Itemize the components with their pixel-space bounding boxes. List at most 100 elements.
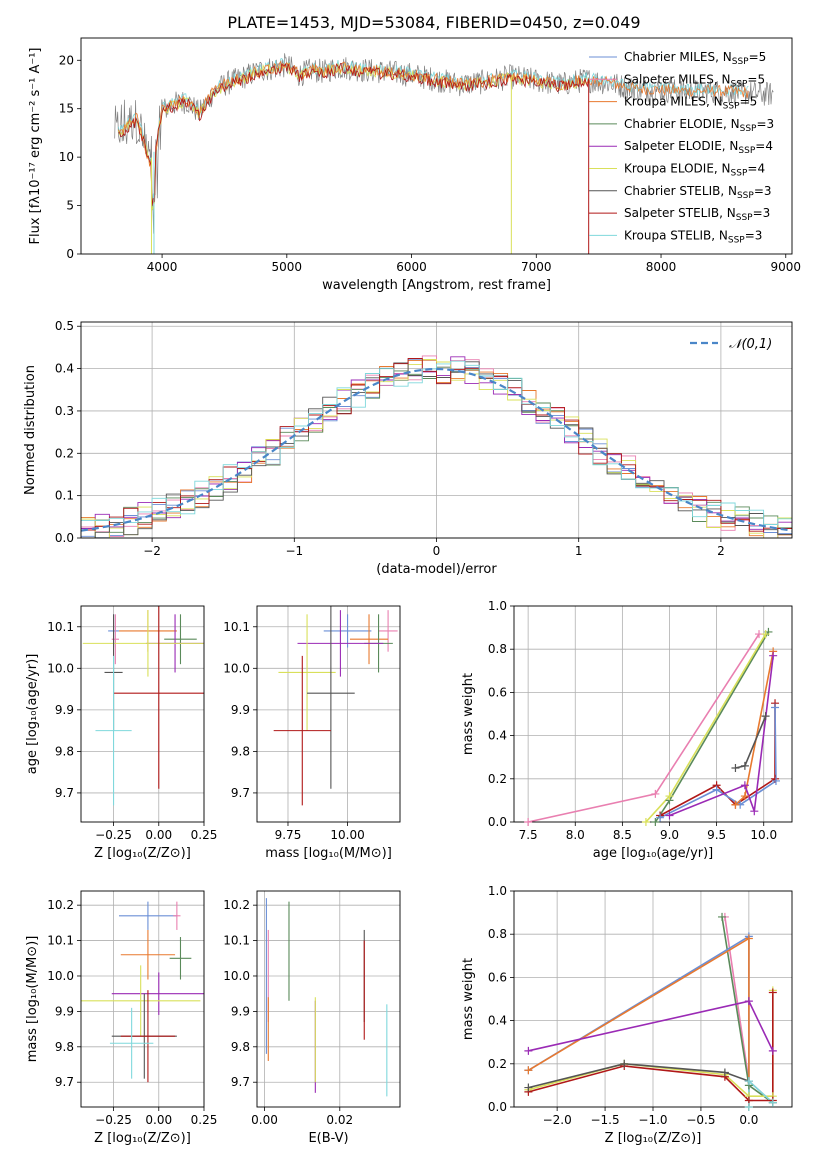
tick-label-y: 9.8	[231, 744, 250, 758]
tick-label-x: 8.0	[566, 828, 585, 842]
axes-spectrum: 4000 5000 6000 7000 8000 9000 0 5 10 15 20 waveleng…	[28, 37, 801, 293]
tick-label-y: 9.8	[231, 1040, 250, 1054]
axes-mass-vs-Z: −0.25 0.00 0.25 9.7 9.8 9.9 10.0 10.1 10.2 Z [log…	[25, 890, 218, 1146]
tick-label-y: 1.0	[488, 599, 507, 613]
tick-label-x: 5000	[272, 260, 303, 274]
gaussian-curve	[81, 367, 792, 532]
series-marker	[771, 703, 780, 712]
tick-label-y: 0.6	[488, 970, 507, 984]
spectrum-model-line	[118, 62, 590, 206]
plot-area	[265, 898, 388, 1097]
series-marker	[761, 712, 770, 721]
series-marker	[771, 774, 780, 783]
tick-label-y: 0.4	[488, 729, 507, 743]
tick-label-x: −2	[143, 544, 161, 558]
tick-label-x: 6000	[396, 260, 427, 274]
series-marker	[768, 1046, 777, 1055]
tick-label-y: 10.0	[223, 969, 250, 983]
series-marker	[524, 818, 533, 826]
tick-label-y: 0.0	[488, 1100, 507, 1114]
axis-label-x: age [log₁₀(age/yr)]	[593, 846, 714, 861]
axes-frame	[80, 890, 205, 1108]
tick-label-y: 10.1	[47, 620, 74, 634]
histogram-step	[81, 360, 792, 525]
series-marker	[524, 1046, 533, 1055]
tick-label-y: 10.2	[223, 898, 250, 912]
tick-label-x: 9.75	[275, 828, 302, 842]
tick-label-y: 0.8	[488, 642, 507, 656]
tick-label-y: 5	[66, 199, 74, 213]
spectrum-model-line	[118, 62, 587, 212]
legend-entry: Salpeter STELIB, NSSP=3	[624, 206, 770, 223]
series-marker	[731, 800, 740, 809]
legend-entry: Salpeter MILES, NSSP=5	[624, 72, 765, 89]
axis-label-y: age [log₁₀(age/yr)]	[25, 654, 40, 775]
tick-label-y: 0.6	[488, 685, 507, 699]
tick-label-y: 0.2	[488, 1057, 507, 1071]
tick-label-x: 0.25	[191, 828, 218, 842]
tick-label-x: 0.00	[145, 1113, 172, 1127]
series-marker	[740, 781, 749, 790]
axes-frame	[80, 37, 793, 255]
series-marker	[744, 1103, 753, 1111]
series-marker	[641, 818, 650, 826]
tick-label-x: −1	[285, 544, 303, 558]
tick-label-y: 0.5	[55, 319, 74, 333]
series-line	[669, 655, 774, 817]
legend-entry: Chabrier STELIB, NSSP=3	[624, 184, 772, 201]
tick-label-x: 9000	[770, 260, 801, 274]
axis-label-y: mass [log₁₀(M/M⊙)]	[25, 936, 40, 1063]
legend-entry: Salpeter ELODIE, NSSP=4	[624, 139, 773, 156]
tick-label-y: 9.7	[55, 786, 74, 800]
tick-label-y: 10.0	[47, 969, 74, 983]
tick-label-x: 0	[433, 544, 441, 558]
tick-label-y: 0.3	[55, 404, 74, 418]
plot-area	[81, 355, 792, 538]
figure-title: PLATE=1453, MJD=53084, FIBERID=0450, z=0…	[227, 13, 640, 32]
plot-area	[81, 901, 204, 1083]
series-marker	[768, 1098, 777, 1107]
tick-label-y: 0.8	[488, 927, 507, 941]
tick-label-y: 10.1	[223, 620, 250, 634]
tick-label-y: 0.0	[55, 531, 74, 545]
axes-frame	[256, 890, 401, 1108]
axis-label-y: Flux [fλ10⁻¹⁷ erg cm⁻² s⁻¹ A⁻¹]	[28, 48, 43, 245]
axes-massweight-vs-age: 7.5 8.0 8.5 9.0 9.5 10.0 0.0 0.2 0.4 0.6 0.8 1.0 age…	[461, 599, 793, 861]
series-marker	[620, 1059, 629, 1068]
series-marker	[744, 997, 753, 1006]
tick-label-x: 2	[717, 544, 725, 558]
tick-label-x: 10.0	[750, 828, 777, 842]
tick-label-y: 1.0	[488, 884, 507, 898]
tick-label-x: 0.25	[191, 1113, 218, 1127]
tick-label-y: 9.9	[55, 1004, 74, 1018]
axes-residuals: −2 −1 0 1 2 0.0 0.1 0.2 0.3 0.4 0.5 (data-model)/er…	[23, 319, 793, 577]
series-marker	[761, 630, 770, 639]
tick-label-x: 1	[575, 544, 583, 558]
legend-entry: Kroupa STELIB, NSSP=3	[624, 228, 762, 245]
axes-frame	[256, 605, 401, 823]
tick-label-y: 10.0	[223, 661, 250, 675]
tick-label-x: 0.00	[145, 828, 172, 842]
tick-label-y: 9.7	[55, 1075, 74, 1089]
axis-label-x: Z [log₁₀(Z/Z⊙)]	[94, 846, 191, 861]
tick-label-x: −0.25	[95, 828, 132, 842]
axis-label-x: (data-model)/error	[376, 562, 497, 577]
tick-label-x: 8000	[646, 260, 677, 274]
axes-massweight-vs-Z: −2.0 −1.5 −1.0 −0.5 0.0 0.0 0.2 0.4 0.6 0.8 1.0 Z […	[461, 884, 793, 1146]
series-line	[527, 937, 750, 1107]
tick-label-x: −1.5	[590, 1113, 619, 1127]
tick-label-x: 7000	[521, 260, 552, 274]
axes-mass-vs-EBV: 0.00 0.02 9.7 9.8 9.9 10.0 10.1 10.2 E(B-V)	[223, 890, 401, 1146]
tick-label-y: 10.1	[47, 934, 74, 948]
tick-label-x: 8.5	[613, 828, 632, 842]
plot-area	[114, 53, 774, 254]
series-marker	[718, 912, 727, 921]
spectrum-model-line	[118, 60, 749, 206]
tick-label-y: 10	[59, 150, 74, 164]
plot-area	[527, 916, 774, 1107]
tick-label-x: −1.0	[638, 1113, 667, 1127]
legend-entry: Chabrier MILES, NSSP=5	[624, 50, 766, 67]
series-marker	[744, 1077, 753, 1086]
series-marker	[720, 1068, 729, 1077]
